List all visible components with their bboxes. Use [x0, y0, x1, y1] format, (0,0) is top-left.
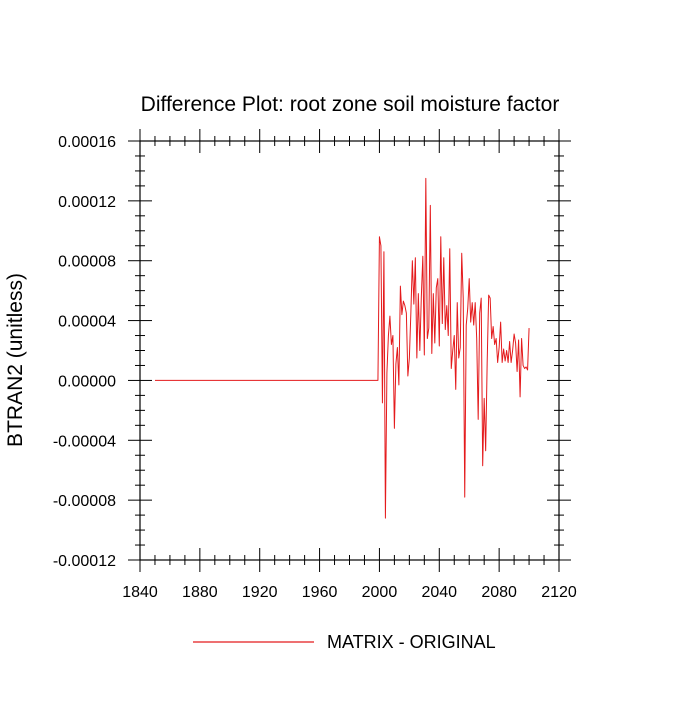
y-tick-label: -0.00012 — [53, 553, 116, 570]
series-line — [154, 177, 530, 519]
plot-frame — [139, 140, 560, 561]
y-tick-label: 0.00008 — [58, 254, 116, 271]
x-tick-label: 1880 — [182, 584, 218, 601]
x-tick-label: 2120 — [541, 584, 577, 601]
legend-label: MATRIX - ORIGINAL — [327, 632, 496, 652]
x-tick-label: 2000 — [362, 584, 398, 601]
y-tick-label: -0.00008 — [53, 493, 116, 510]
x-tick-label: 2040 — [421, 584, 457, 601]
y-tick-label: -0.00004 — [53, 433, 116, 450]
y-tick-label: 0.00000 — [58, 373, 116, 390]
x-tick-label: 1920 — [242, 584, 278, 601]
legend: MATRIX - ORIGINAL — [193, 632, 496, 652]
y-tick-label: 0.00004 — [58, 314, 116, 331]
plot-area: 1840 1880 1920 1960 2000 2040 2080 2120 -0.00012… — [53, 129, 577, 601]
x-tick-label: 1960 — [302, 584, 338, 601]
chart-title: Difference Plot: root zone soil moisture… — [141, 93, 560, 116]
x-tick-label: 2080 — [481, 584, 517, 601]
x-tick-label: 1840 — [122, 584, 158, 601]
y-tick-label: 0.00016 — [58, 134, 116, 151]
y-tick-label: 0.00012 — [58, 194, 116, 211]
y-axis-label: BTRAN2 (unitless) — [4, 273, 27, 447]
